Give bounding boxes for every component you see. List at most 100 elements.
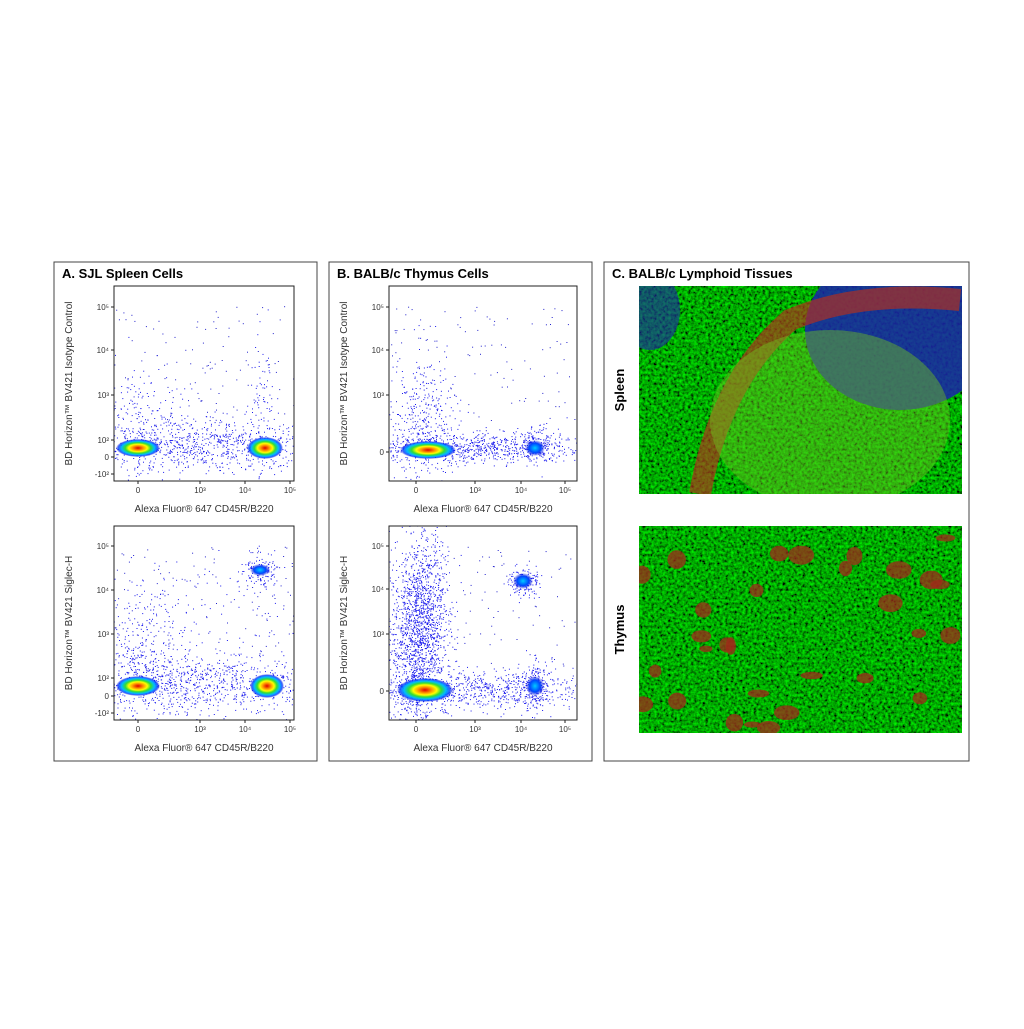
event-dot bbox=[202, 437, 203, 438]
event-dot bbox=[145, 699, 146, 700]
event-dot bbox=[258, 283, 259, 284]
event-dot bbox=[168, 684, 169, 685]
event-dot bbox=[133, 635, 134, 636]
event-dot bbox=[502, 450, 503, 451]
event-dot bbox=[93, 417, 94, 418]
event-dot bbox=[97, 404, 98, 405]
event-dot bbox=[494, 453, 495, 454]
event-dot bbox=[114, 664, 115, 665]
event-dot bbox=[419, 616, 420, 617]
event-dot bbox=[405, 633, 406, 634]
event-dot bbox=[170, 682, 171, 683]
event-dot bbox=[297, 672, 298, 673]
event-dot bbox=[434, 341, 435, 342]
event-dot bbox=[287, 699, 288, 700]
event-dot bbox=[272, 563, 273, 564]
event-dot bbox=[122, 459, 123, 460]
event-dot bbox=[254, 402, 255, 403]
event-dot bbox=[408, 557, 409, 558]
event-dot bbox=[199, 453, 200, 454]
event-dot bbox=[165, 658, 166, 659]
event-dot bbox=[464, 461, 465, 462]
event-dot bbox=[326, 607, 327, 608]
event-dot bbox=[225, 441, 226, 442]
event-dot bbox=[497, 372, 498, 373]
event-dot bbox=[104, 663, 105, 664]
event-dot bbox=[142, 436, 143, 437]
event-dot bbox=[111, 681, 112, 682]
event-dot bbox=[164, 688, 165, 689]
event-dot bbox=[211, 424, 212, 425]
event-dot bbox=[335, 440, 336, 441]
event-dot bbox=[396, 613, 397, 614]
event-dot bbox=[414, 661, 415, 662]
event-dot bbox=[374, 438, 375, 439]
event-dot bbox=[263, 585, 264, 586]
event-dot bbox=[149, 437, 150, 438]
event-dot bbox=[288, 427, 289, 428]
event-dot bbox=[458, 466, 459, 467]
event-dot bbox=[279, 389, 280, 390]
event-dot bbox=[167, 690, 168, 691]
event-dot bbox=[136, 604, 137, 605]
event-dot bbox=[200, 450, 201, 451]
event-dot bbox=[140, 643, 141, 644]
event-dot bbox=[240, 441, 241, 442]
event-dot bbox=[150, 435, 151, 436]
event-dot bbox=[437, 469, 438, 470]
event-dot bbox=[487, 316, 488, 317]
event-dot bbox=[193, 439, 194, 440]
event-dot bbox=[523, 448, 524, 449]
event-dot bbox=[98, 669, 99, 670]
event-dot bbox=[195, 707, 196, 708]
event-dot bbox=[138, 461, 139, 462]
event-dot bbox=[252, 646, 253, 647]
event-dot bbox=[190, 436, 191, 437]
event-dot bbox=[269, 372, 270, 373]
event-dot bbox=[484, 458, 485, 459]
event-dot bbox=[252, 563, 253, 564]
event-dot bbox=[169, 440, 170, 441]
x-tick-label: 0 bbox=[136, 725, 141, 734]
event-dot bbox=[143, 424, 144, 425]
event-dot bbox=[395, 678, 396, 679]
event-dot bbox=[423, 382, 424, 383]
event-dot bbox=[227, 436, 228, 437]
event-dot bbox=[166, 561, 167, 562]
event-dot bbox=[391, 629, 392, 630]
event-dot bbox=[78, 672, 79, 673]
event-dot bbox=[121, 392, 122, 393]
event-dot bbox=[247, 423, 248, 424]
event-dot bbox=[549, 459, 550, 460]
event-dot bbox=[474, 450, 475, 451]
event-dot bbox=[94, 440, 95, 441]
event-dot bbox=[199, 679, 200, 680]
event-dot bbox=[514, 453, 515, 454]
event-dot bbox=[149, 619, 150, 620]
event-dot bbox=[146, 656, 147, 657]
event-dot bbox=[134, 663, 135, 664]
event-dot bbox=[186, 449, 187, 450]
event-dot bbox=[507, 445, 508, 446]
event-dot bbox=[402, 371, 403, 372]
event-dot bbox=[599, 457, 600, 458]
event-dot bbox=[256, 713, 257, 714]
event-dot bbox=[177, 660, 178, 661]
event-dot bbox=[266, 586, 267, 587]
event-dot bbox=[269, 632, 270, 633]
event-dot bbox=[190, 690, 191, 691]
event-dot bbox=[559, 445, 560, 446]
event-dot bbox=[128, 672, 129, 673]
event-dot bbox=[544, 443, 545, 444]
event-dot bbox=[131, 315, 132, 316]
event-dot bbox=[171, 429, 172, 430]
event-dot bbox=[233, 680, 234, 681]
event-dot bbox=[98, 687, 99, 688]
event-dot bbox=[136, 671, 137, 672]
event-dot bbox=[256, 388, 257, 389]
event-dot bbox=[165, 455, 166, 456]
event-dot bbox=[157, 670, 158, 671]
event-dot bbox=[227, 443, 228, 444]
event-dot bbox=[187, 416, 188, 417]
event-dot bbox=[132, 708, 133, 709]
